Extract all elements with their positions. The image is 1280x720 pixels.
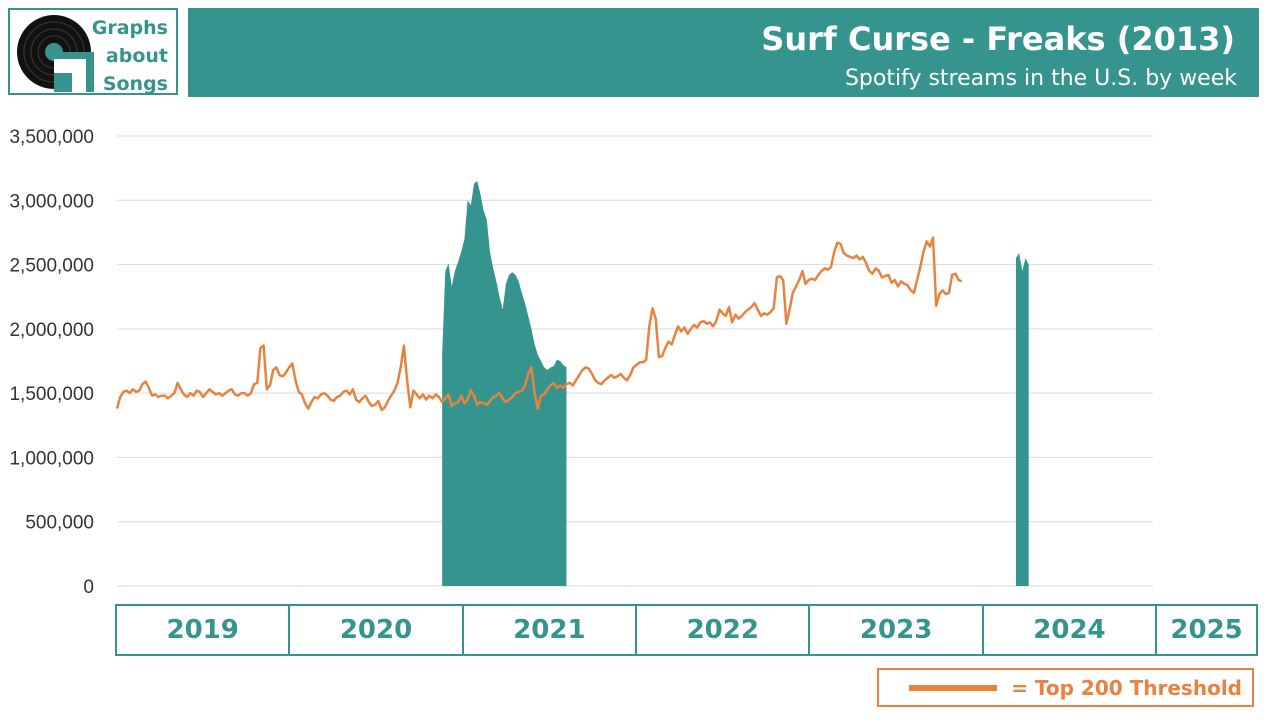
year-label: 2019 (117, 606, 291, 654)
y-tick-label: 3,000,000 (9, 191, 94, 212)
header-bar: Surf Curse - Freaks (2013) Spotify strea… (188, 8, 1259, 97)
year-label: 2024 (984, 606, 1158, 654)
y-tick-label: 1,500,000 (9, 384, 94, 405)
year-label: 2021 (464, 606, 638, 654)
year-label: 2023 (810, 606, 984, 654)
chart-subtitle: Spotify streams in the U.S. by week (844, 66, 1237, 91)
brand-line: about (105, 45, 168, 67)
y-tick-label: 500,000 (25, 513, 94, 534)
threshold-line (115, 236, 963, 412)
year-label: 2025 (1170, 615, 1243, 645)
year-label: 2020 (290, 606, 464, 654)
brand-logo: Graphs about Songs (8, 8, 178, 95)
top200-area-segment (1015, 253, 1029, 586)
y-tick-label: 1,000,000 (9, 448, 94, 469)
brand-line: Graphs (91, 17, 168, 39)
vinyl-record-icon (17, 15, 94, 92)
top200-area-segment (442, 181, 567, 586)
year-axis: 2019 2020 2021 2022 2023 2024 2025 (115, 604, 1258, 656)
legend: = Top 200 Threshold (877, 668, 1254, 707)
brand-name: Graphs about Songs (92, 14, 168, 98)
legend-line-swatch (909, 685, 997, 691)
year-label: 2022 (637, 606, 811, 654)
y-tick-label: 3,500,000 (9, 127, 94, 148)
y-tick-label: 2,500,000 (9, 256, 94, 277)
legend-label: = Top 200 Threshold (1011, 676, 1242, 700)
chart-title: Surf Curse - Freaks (2013) (761, 20, 1235, 58)
y-tick-label: 2,000,000 (9, 320, 94, 341)
y-tick-label: 0 (83, 577, 94, 598)
brand-line: Songs (102, 73, 168, 95)
